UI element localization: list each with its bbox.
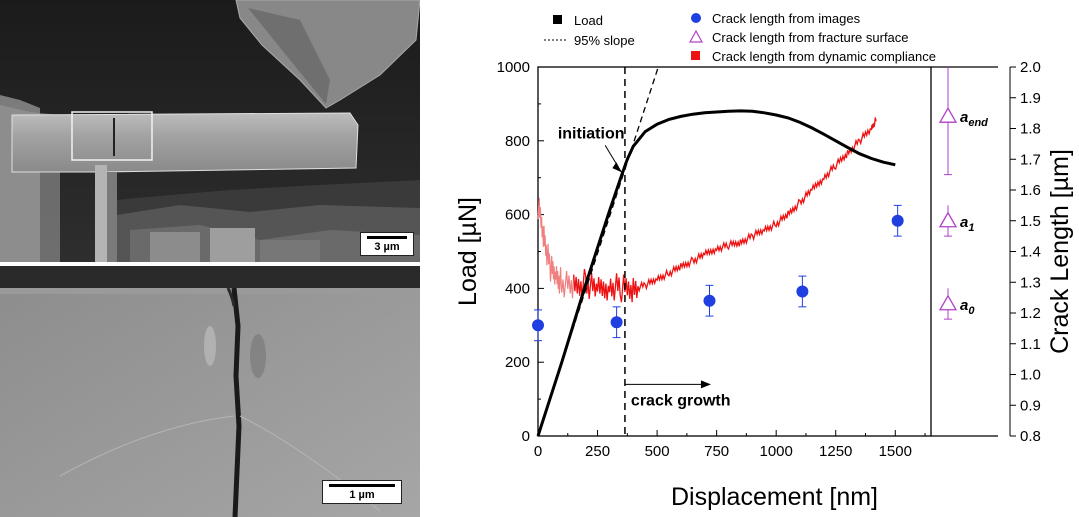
y-tick-label-4: 800 <box>505 133 530 150</box>
image-point <box>703 294 716 307</box>
legend-label-1: 95% slope <box>574 33 635 48</box>
sem-crack-graphic <box>0 266 420 517</box>
y-tick-label-1: 200 <box>505 354 530 371</box>
y-tick-label-5: 1000 <box>497 59 530 76</box>
x-tick-label-0: 0 <box>534 443 542 460</box>
image-point <box>891 214 904 227</box>
y2-tick-label-12: 2.0 <box>1020 59 1041 76</box>
y-tick-label-0: 0 <box>522 428 530 445</box>
x-tick-label-6: 1500 <box>879 443 912 460</box>
x-tick-label-1: 250 <box>585 443 610 460</box>
image-point <box>610 316 623 329</box>
legend-label-2: Crack length from images <box>712 11 861 26</box>
load-displacement-chart: Load 95% slope Crack length from images Cra… <box>454 11 1074 511</box>
fracture-point-label: a0 <box>960 297 975 317</box>
y2-tick-label-8: 1.6 <box>1020 182 1041 199</box>
image-point <box>532 319 544 332</box>
annotation-crack-growth: crack growth <box>631 392 731 409</box>
legend-swatch-4 <box>691 51 700 60</box>
y2-axis-label: Crack Length [µm] <box>1046 149 1074 354</box>
annotation-initiation: initiation <box>558 125 625 142</box>
fracture-point <box>938 106 958 123</box>
legend-label-4: Crack length from dynamic compliance <box>712 49 936 64</box>
sem-image-bottom: 1 µm <box>0 266 420 517</box>
scale-bar-top: 3 µm <box>360 232 414 256</box>
load-curve <box>536 109 896 437</box>
legend-swatch-0 <box>553 15 562 24</box>
fracture-point <box>938 211 958 228</box>
legend: Load 95% slope Crack length from images Cra… <box>544 11 936 64</box>
sem-image-top: 3 µm <box>0 0 420 262</box>
y-tick-label-3: 600 <box>505 207 530 224</box>
dynamic-compliance-line <box>573 117 877 303</box>
y2-tick-label-7: 1.5 <box>1020 213 1041 230</box>
y2-tick-label-11: 1.9 <box>1020 90 1041 107</box>
y2-tick-label-6: 1.4 <box>1020 244 1041 261</box>
y2-tick-label-10: 1.8 <box>1020 121 1041 138</box>
fracture-point <box>938 294 958 311</box>
y2-tick-label-1: 0.9 <box>1020 397 1041 414</box>
fracture-point-label: aend <box>960 109 988 129</box>
scale-bar-bottom-label: 1 µm <box>349 489 375 501</box>
y2-tick-label-4: 1.2 <box>1020 305 1041 322</box>
legend-label-3: Crack length from fracture surface <box>712 30 909 45</box>
y-tick-label-2: 400 <box>505 280 530 297</box>
legend-swatch-2 <box>691 13 701 23</box>
y2-tick-label-5: 1.3 <box>1020 274 1041 291</box>
legend-swatch-3 <box>688 29 704 43</box>
x-tick-label-4: 1000 <box>759 443 792 460</box>
y2-tick-label-9: 1.7 <box>1020 151 1041 168</box>
fracture-point-label: a1 <box>960 214 974 234</box>
x-axis-label: Displacement [nm] <box>671 483 878 511</box>
x-tick-label-5: 1250 <box>819 443 852 460</box>
sem-cantilever-graphic <box>0 0 420 262</box>
initiation-arrow-head <box>612 162 622 173</box>
x-tick-label-2: 500 <box>645 443 670 460</box>
annotations: initiation crack growth <box>558 125 731 409</box>
x-tick-label-3: 750 <box>704 443 729 460</box>
y2-tick-label-3: 1.1 <box>1020 336 1041 353</box>
y2-tick-label-0: 0.8 <box>1020 428 1041 445</box>
legend-label-0: Load <box>574 13 603 28</box>
scale-bar-bottom: 1 µm <box>322 480 402 504</box>
y2-tick-label-2: 1.0 <box>1020 367 1041 384</box>
y-axis-label: Load [µN] <box>454 197 482 306</box>
dynamic-compliance-line-faint <box>537 197 575 299</box>
scale-bar-top-label: 3 µm <box>374 241 400 253</box>
crack-growth-arrow-head <box>700 380 711 389</box>
axes: 0 250 500 750 1000 1250 1500 0 200 400 600 800 1000 0… <box>454 59 1074 511</box>
image-point <box>796 285 809 298</box>
